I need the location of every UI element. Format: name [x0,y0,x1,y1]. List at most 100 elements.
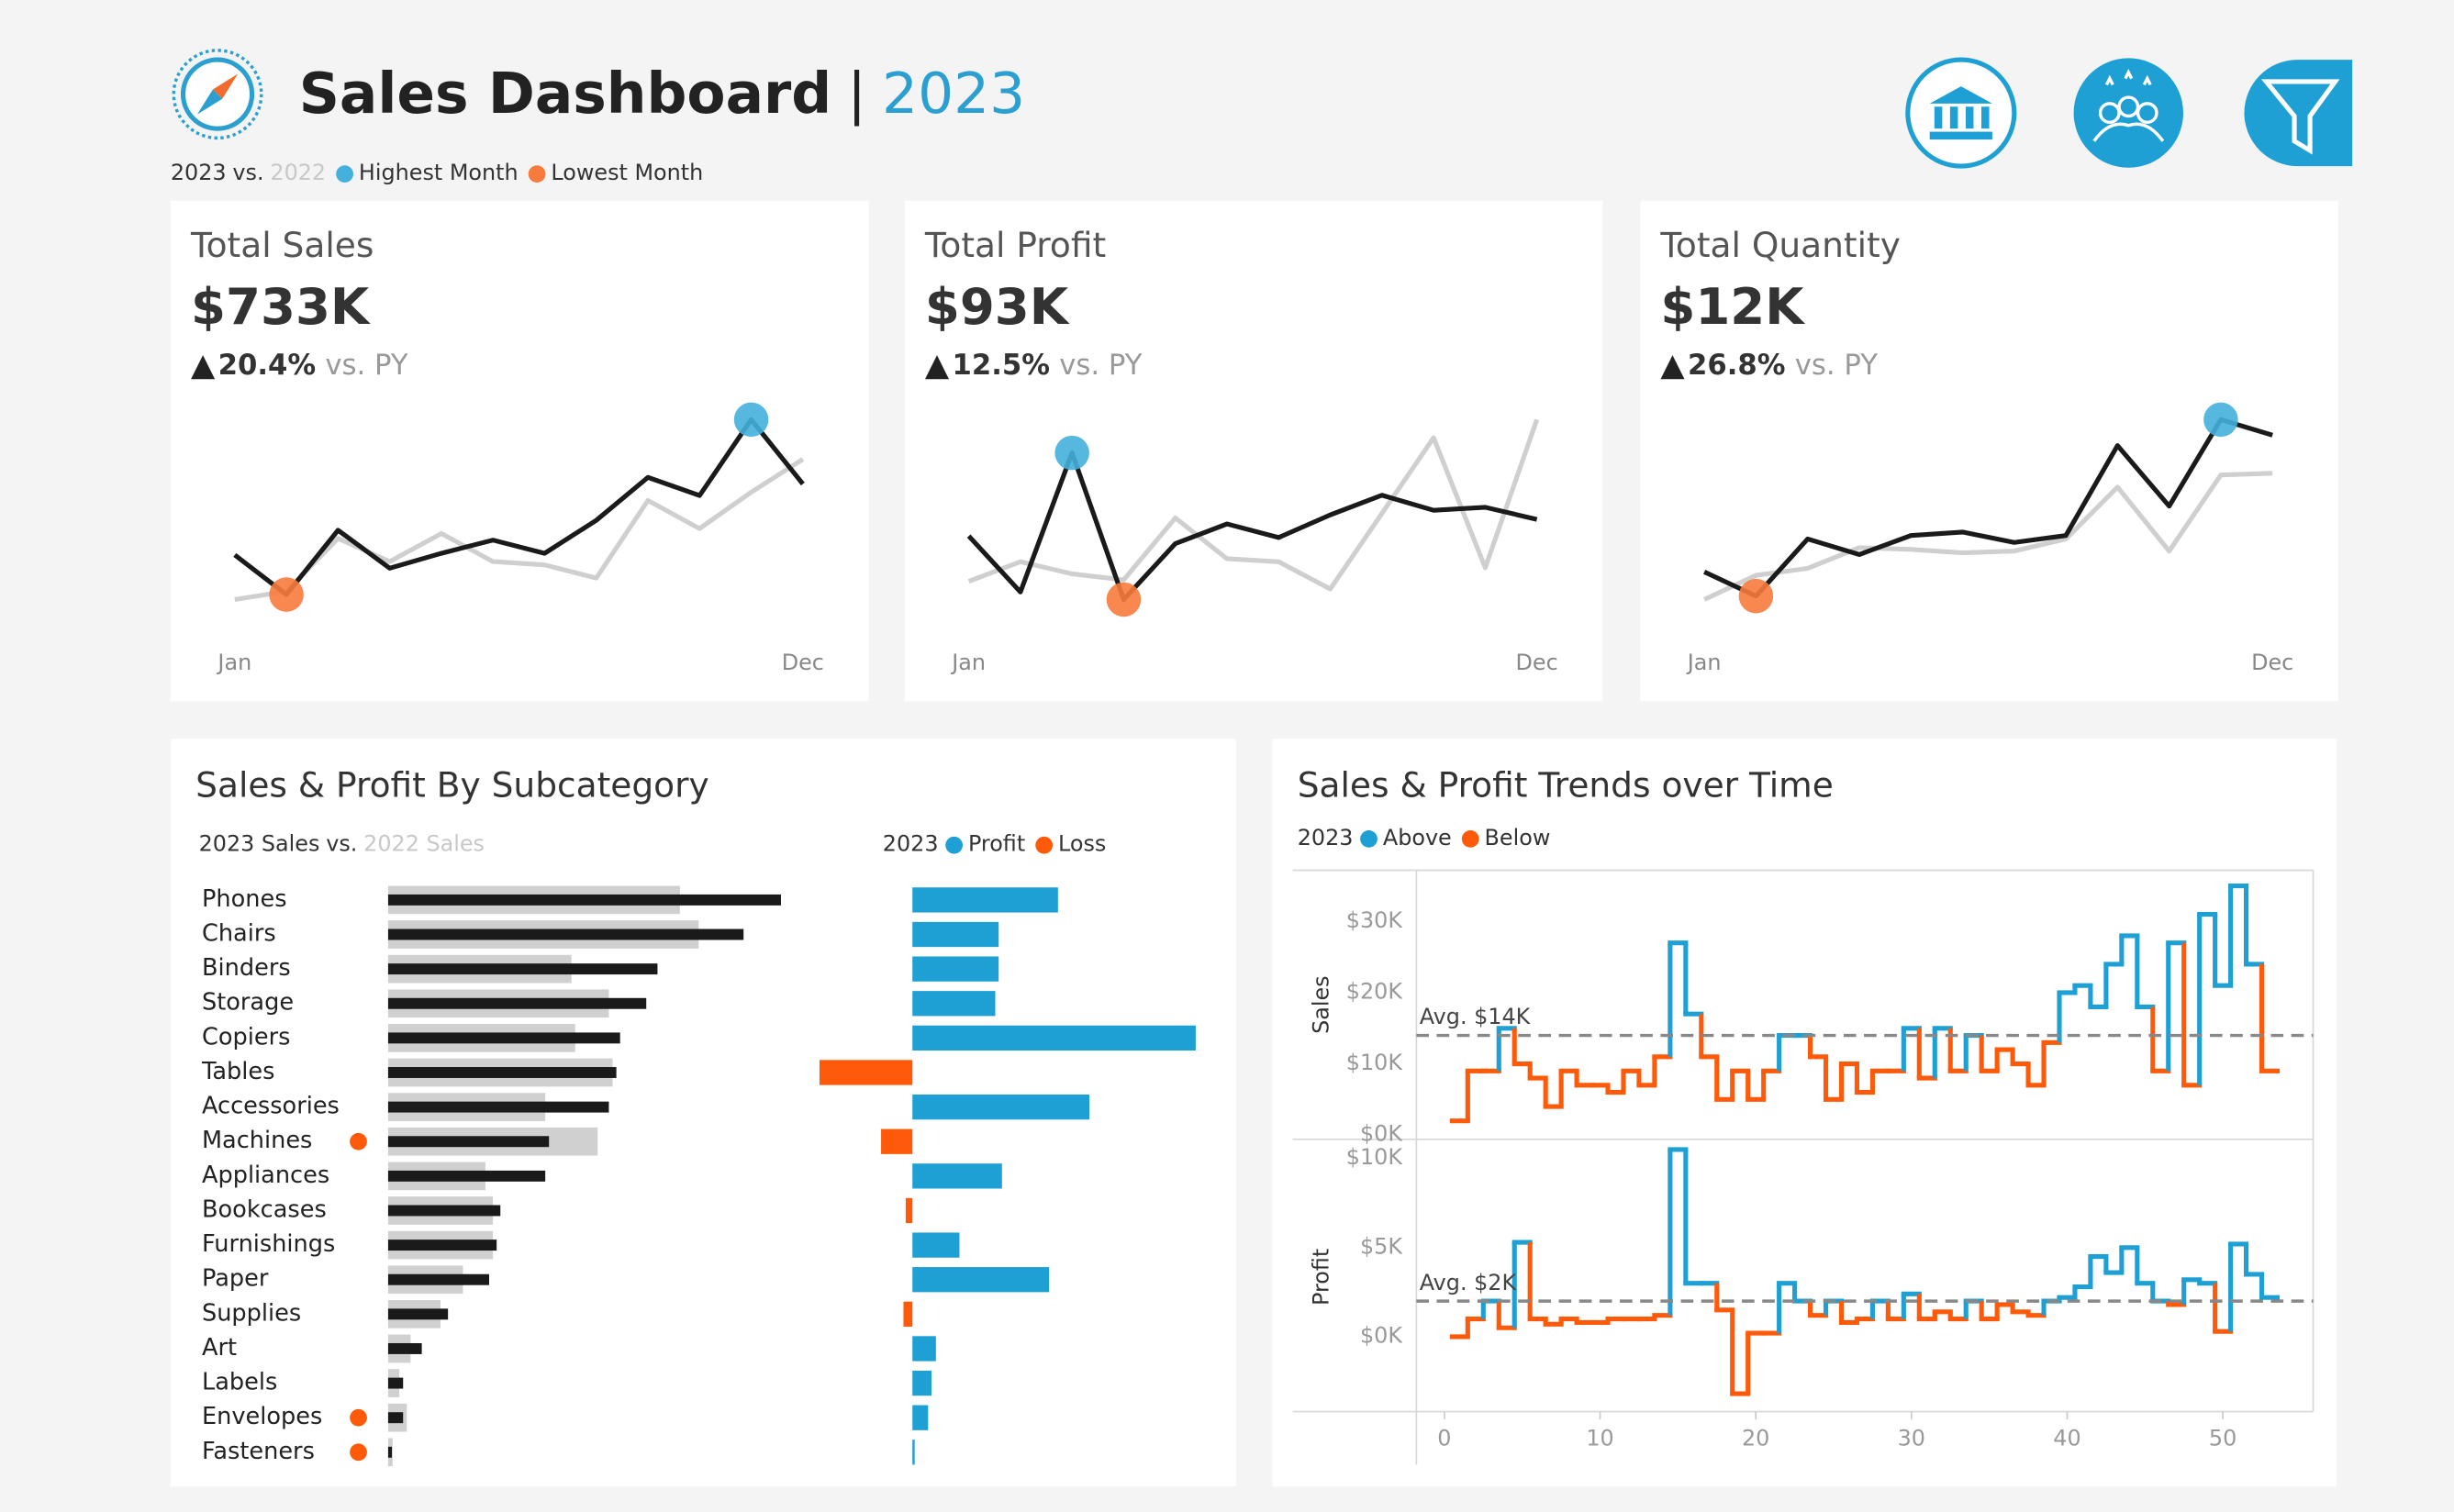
subcategory-label: Paper [202,1265,269,1293]
legend-dot [1035,836,1054,854]
change-arrow: ▲ [925,347,950,384]
y-tick-label: $0K [1360,1121,1403,1147]
sparkline [234,457,805,602]
trends-card [1272,739,2337,1487]
legend-text: Below [1485,825,1551,850]
decline-dot [350,1443,367,1462]
x-tick-label: 10 [1586,1426,1613,1451]
sales-bar [387,1377,404,1389]
legend-dot [945,836,963,854]
x-tick-label: 20 [1742,1426,1769,1451]
kpi-title: Total Profit [924,225,1106,265]
legend-text: 2023 [883,831,939,857]
profit-bar [912,1094,1089,1120]
profit-bar [819,1060,913,1085]
profit-bar [912,1163,1002,1189]
y-tick-label: $30K [1346,907,1404,933]
subcategory-label: Chairs [202,920,276,948]
sales-bar [387,928,744,940]
title-text: Sales Dashboard [299,61,832,127]
sales-bar [387,1412,404,1424]
subcategory-label: Machines [202,1127,312,1154]
kpi-value: $93K [925,277,1070,336]
subcategory-label: Tables [201,1058,274,1085]
legend-text: vs. [326,831,357,857]
profit-bar [912,921,999,948]
profit-bar [903,1301,913,1327]
legend-text: 2023 [1298,825,1354,850]
profit-bar [912,991,996,1017]
bank-button[interactable] [1905,57,2017,169]
y-tick-label: $0K [1360,1322,1403,1348]
highest-marker [733,402,769,438]
dashboard-title: Sales Dashboard | 2023 [299,61,1025,128]
lowest-marker [269,577,304,612]
y-axis-title: Sales [1309,975,1334,1034]
legend-text: 2022 [270,160,326,185]
subcategory-label: Appliances [202,1162,329,1189]
change-value: 12.5% [953,350,1050,382]
title-separator: | [847,61,866,128]
decline-dot [350,1408,367,1427]
month-label: Jan [1686,650,1722,675]
profit-bar [912,1370,931,1396]
change-suffix: vs. PY [1795,350,1878,382]
sales-bar [387,1308,449,1320]
sales-bar [387,894,781,906]
filter-button[interactable] [2244,60,2353,167]
highest-marker [1054,435,1089,471]
kpi-card [1640,200,2338,702]
y-axis-title: Profit [1309,1249,1334,1306]
legend-text: Profit [968,831,1025,857]
x-tick-label: 50 [2209,1426,2236,1451]
change-suffix: vs. PY [1059,350,1142,382]
profit-bar [912,887,1058,913]
legend-dot [1461,830,1479,848]
highest-marker [2203,402,2238,438]
kpi-value: $12K [1660,277,1805,336]
kpi-title: Total Quantity [1659,225,1901,265]
kpi-title: Total Sales [190,225,374,265]
legend-text: 2023 Sales [199,831,320,857]
sales-bar [387,1170,546,1182]
change-suffix: vs. PY [325,350,407,382]
trends-title: Sales & Profit Trends over Time [1298,765,1834,806]
sales-bar [387,1273,489,1285]
legend-text: Above [1383,825,1452,850]
sales-bar [387,963,658,975]
month-label: Jan [950,650,986,675]
profit-bar [905,1197,913,1224]
profit-bar [912,1336,936,1362]
customers-button[interactable] [2073,58,2183,168]
subcategory-label: Furnishings [202,1230,335,1258]
kpi-value: $733K [191,277,371,336]
legend-dot [1360,830,1378,848]
x-tick-label: 0 [1437,1426,1451,1451]
sales-bar [387,1342,422,1354]
profit-bar [881,1128,913,1154]
kpi-card [170,200,869,702]
sales-bar [387,1101,609,1113]
subcategory-label: Phones [202,885,287,913]
lowest-marker [1106,582,1142,617]
subcategory-title: Sales & Profit By Subcategory [195,765,709,806]
change-arrow: ▲ [1660,347,1685,384]
y-tick-label: $10K [1346,1144,1404,1170]
legend-dot [336,165,353,183]
sparkline [966,450,1538,603]
sales-bar [387,1240,497,1251]
change-value: 26.8% [1688,350,1785,382]
sparkline [233,417,805,597]
profit-bar [912,1440,915,1465]
lowest-marker [1738,578,1774,614]
decline-dot [350,1132,367,1151]
legend-text: Highest Month [359,160,519,185]
change-value: 20.4% [218,350,316,382]
sales-bar [387,1446,393,1458]
logo [172,49,263,140]
sales-bar [387,997,647,1009]
legend-dot [528,165,546,183]
subcategory-label: Fasteners [202,1438,315,1465]
profit-bar [912,1232,960,1258]
